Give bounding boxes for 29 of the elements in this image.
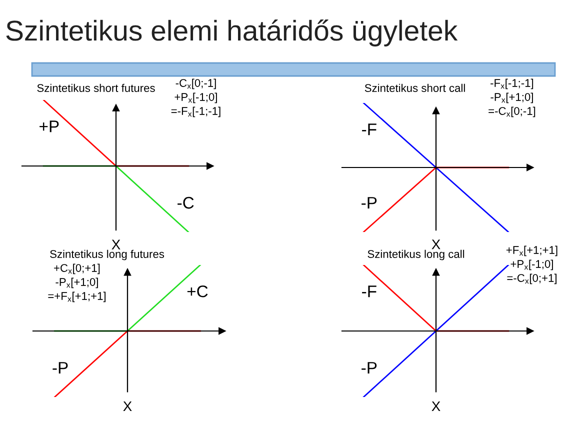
text: -F$_{x}$[-1;-1] bbox=[490, 78, 534, 90]
series-label: -P bbox=[362, 362, 377, 374]
chart-title: Szintetikus short futures bbox=[37, 84, 155, 92]
annotation: =-C$_{x}$[0;-1] bbox=[488, 106, 536, 118]
series-label: -F bbox=[362, 124, 376, 136]
annotation: +C$_{x}$[0;+1] bbox=[54, 264, 100, 274]
x-axis-title: X bbox=[432, 240, 440, 250]
series-label: -P bbox=[362, 197, 377, 209]
x-axis-title: X bbox=[123, 401, 132, 412]
annotation: -P$_{x}$[+1;0] bbox=[490, 92, 533, 104]
chart-title: Szintetikus short call bbox=[364, 84, 465, 92]
annotation: =-C$_{x}$[0;+1] bbox=[507, 274, 556, 284]
chart-title: Szintetikus long futures bbox=[50, 250, 164, 260]
series-label: -F bbox=[362, 286, 376, 298]
annotation: +P$_{x}$[-1;0] bbox=[174, 92, 217, 104]
series-label: +C bbox=[187, 285, 208, 298]
text: Szintetikus elemi határidős ügyletek bbox=[6, 20, 458, 46]
series-label: +P bbox=[40, 120, 59, 132]
series-label: -P bbox=[52, 362, 68, 374]
annotation: +P$_{x}$[-1;0] bbox=[510, 260, 553, 270]
text: +F$_{x}$[+1;+1] bbox=[506, 246, 558, 256]
text: -C$_{x}$[0;-1] bbox=[176, 78, 216, 90]
annotation: =-F$_{x}$[-1;-1] bbox=[171, 106, 220, 118]
annotation: =+F$_{x}$[+1;+1] bbox=[48, 292, 106, 302]
annotation: -P$_{x}$[+1;0] bbox=[56, 278, 98, 288]
x-axis-title: X bbox=[112, 240, 120, 250]
series-label: -C bbox=[178, 196, 194, 209]
x-axis-title: X bbox=[432, 401, 440, 412]
chart-title: Szintetikus long call bbox=[368, 250, 464, 260]
